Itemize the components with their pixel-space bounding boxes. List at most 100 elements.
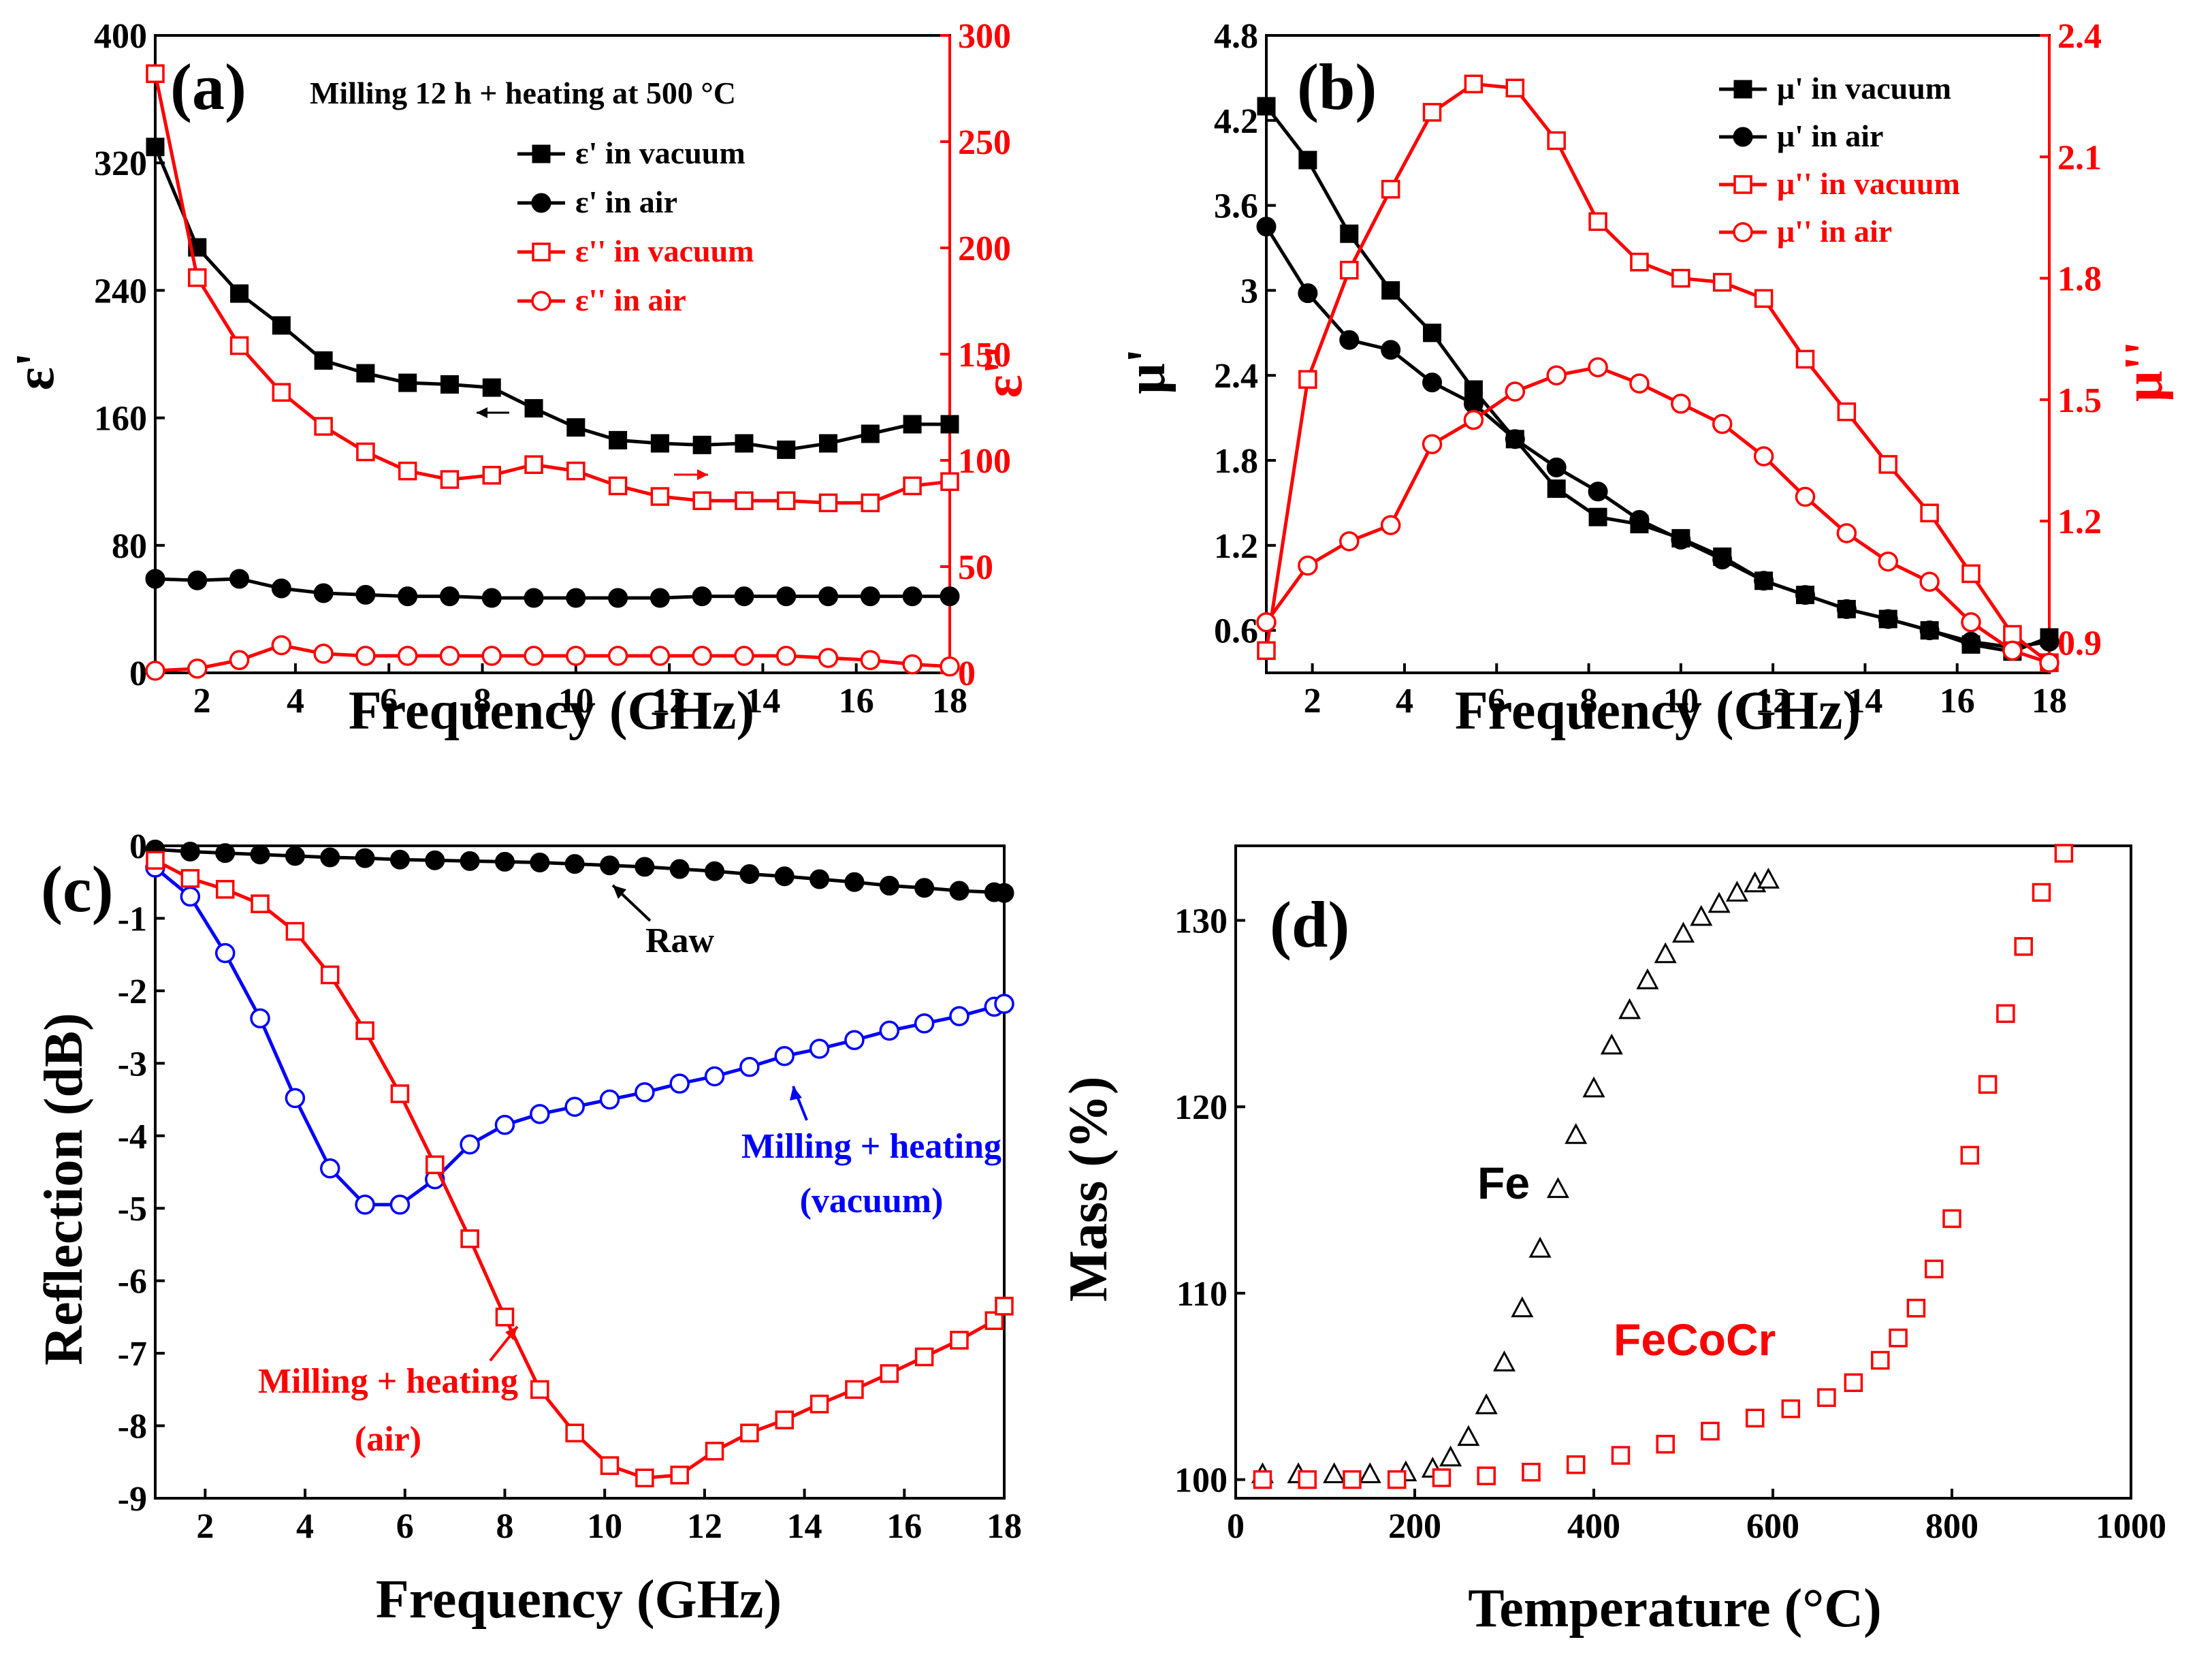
y2-axis-title: μ'' (2114, 341, 2174, 402)
data-point (215, 843, 236, 864)
y2-tick-label: 150 (958, 336, 1011, 375)
data-point (1492, 1350, 1516, 1372)
data-point (1629, 373, 1650, 394)
data-point (860, 586, 880, 607)
data-point (777, 440, 796, 459)
data-point (1387, 1470, 1407, 1489)
data-point (2014, 937, 2033, 956)
data-point (426, 1155, 445, 1175)
data-point (1464, 380, 1483, 399)
data-point (1708, 891, 1731, 913)
legend-marker (1733, 127, 1753, 147)
data-point (1340, 224, 1359, 243)
x-tick-label: 18 (2032, 682, 2067, 721)
data-point (566, 646, 586, 666)
x-tick-label: 200 (1388, 1507, 1441, 1546)
data-point (1256, 217, 1277, 237)
data-point (1340, 260, 1359, 280)
data-point (1298, 1470, 1317, 1489)
data-point (609, 430, 628, 449)
data-point (482, 378, 501, 397)
data-point (564, 854, 585, 874)
data-point (1423, 323, 1442, 343)
data-point (1960, 1145, 1980, 1165)
y-tick-label: -8 (118, 1408, 147, 1446)
series-2 (145, 857, 1014, 1215)
data-point (319, 1158, 340, 1179)
data-point (356, 364, 375, 383)
data-point (1464, 74, 1484, 94)
data-point (861, 424, 880, 443)
data-point (705, 861, 725, 881)
data-point (229, 336, 249, 355)
data-point (692, 435, 711, 454)
data-point (1817, 1388, 1836, 1407)
data-point (1380, 515, 1401, 535)
legend-marker (1733, 175, 1752, 194)
series-3 (146, 64, 959, 513)
data-point (389, 1195, 411, 1215)
data-point (482, 466, 502, 485)
data-point (903, 476, 922, 496)
data-point (188, 268, 207, 287)
data-point (635, 857, 655, 877)
data-point (1919, 620, 1940, 641)
legend-label: μ' in vacuum (1777, 71, 1951, 106)
y2-tick-label: 0 (958, 654, 976, 693)
data-point (460, 851, 480, 871)
chart-1: 2 4 6 8 10 12 14 16 1808016024032040005010015020… (5, 17, 1033, 741)
data-point (1546, 457, 1567, 477)
y-tick-label: -2 (118, 972, 147, 1011)
data-point (775, 1410, 794, 1429)
data-point (187, 659, 208, 679)
y-axis-title: Mass (%) (1059, 1076, 1119, 1301)
x-tick-label: 6 (396, 1507, 414, 1546)
data-point (397, 646, 418, 666)
data-point (1588, 212, 1607, 232)
y-tick-label: -5 (118, 1190, 147, 1229)
data-point (566, 461, 586, 481)
legend-marker (1733, 222, 1753, 242)
x-tick-label: 600 (1746, 1507, 1799, 1546)
data-point (313, 583, 334, 603)
data-point (320, 965, 340, 985)
y-tick-label: 130 (1174, 902, 1228, 940)
data-point (1588, 357, 1608, 378)
annotation-raw: Raw (645, 921, 715, 960)
data-point (355, 1021, 374, 1041)
data-point (1323, 1462, 1346, 1483)
data-point (1611, 1446, 1631, 1465)
data-point (692, 491, 711, 511)
y-tick-label: 160 (94, 400, 147, 439)
data-point (1920, 503, 1939, 523)
y-tick-label: 400 (94, 17, 147, 56)
data-point (2002, 640, 2023, 661)
data-point (650, 487, 670, 506)
series-3 (146, 851, 1014, 1487)
y2-tick-label: 200 (958, 230, 1011, 268)
data-point (1477, 1466, 1496, 1485)
data-point (735, 434, 754, 453)
arrow-air-head (505, 1327, 517, 1340)
data-point (1463, 409, 1484, 430)
data-point (1671, 394, 1691, 414)
data-point (481, 588, 502, 608)
x-tick-label: 18 (932, 682, 967, 721)
legend-label: μ'' in air (1777, 214, 1892, 249)
data-point (564, 1096, 585, 1117)
data-point (1878, 609, 1898, 629)
data-point (565, 1423, 584, 1442)
data-point (739, 1056, 760, 1077)
data-point (1547, 131, 1566, 151)
x-tick-label: 0 (1227, 1507, 1245, 1546)
data-point (1381, 180, 1400, 199)
data-point (844, 872, 865, 892)
data-point (180, 842, 200, 862)
data-point (229, 569, 250, 589)
legend-label: μ'' in vacuum (1777, 166, 1960, 201)
x-tick-label: 16 (839, 682, 874, 721)
y-tick-label: -3 (118, 1045, 147, 1083)
x-tick-label: 12 (687, 1507, 722, 1546)
data-point (740, 1423, 759, 1442)
y-axis-title: Reflection (dB) (34, 1013, 94, 1365)
